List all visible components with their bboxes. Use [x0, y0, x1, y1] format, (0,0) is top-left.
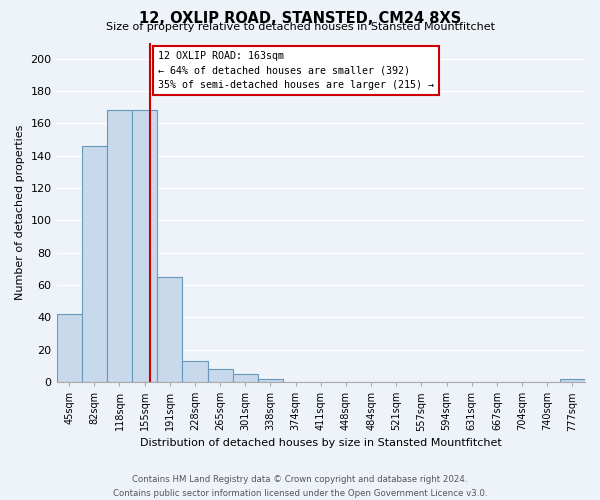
Text: 12 OXLIP ROAD: 163sqm
← 64% of detached houses are smaller (392)
35% of semi-det: 12 OXLIP ROAD: 163sqm ← 64% of detached …	[158, 50, 434, 90]
Bar	[107, 110, 132, 382]
Bar	[157, 277, 182, 382]
Bar	[82, 146, 107, 382]
Text: Contains HM Land Registry data © Crown copyright and database right 2024.
Contai: Contains HM Land Registry data © Crown c…	[113, 476, 487, 498]
Text: 12, OXLIP ROAD, STANSTED, CM24 8XS: 12, OXLIP ROAD, STANSTED, CM24 8XS	[139, 11, 461, 26]
Bar	[132, 110, 157, 382]
Bar	[208, 369, 233, 382]
Bar	[258, 379, 283, 382]
Bar	[56, 314, 82, 382]
X-axis label: Distribution of detached houses by size in Stansted Mountfitchet: Distribution of detached houses by size …	[140, 438, 502, 448]
Bar	[233, 374, 258, 382]
Bar	[182, 361, 208, 382]
Text: Size of property relative to detached houses in Stansted Mountfitchet: Size of property relative to detached ho…	[106, 22, 494, 32]
Y-axis label: Number of detached properties: Number of detached properties	[15, 124, 25, 300]
Bar	[560, 379, 585, 382]
